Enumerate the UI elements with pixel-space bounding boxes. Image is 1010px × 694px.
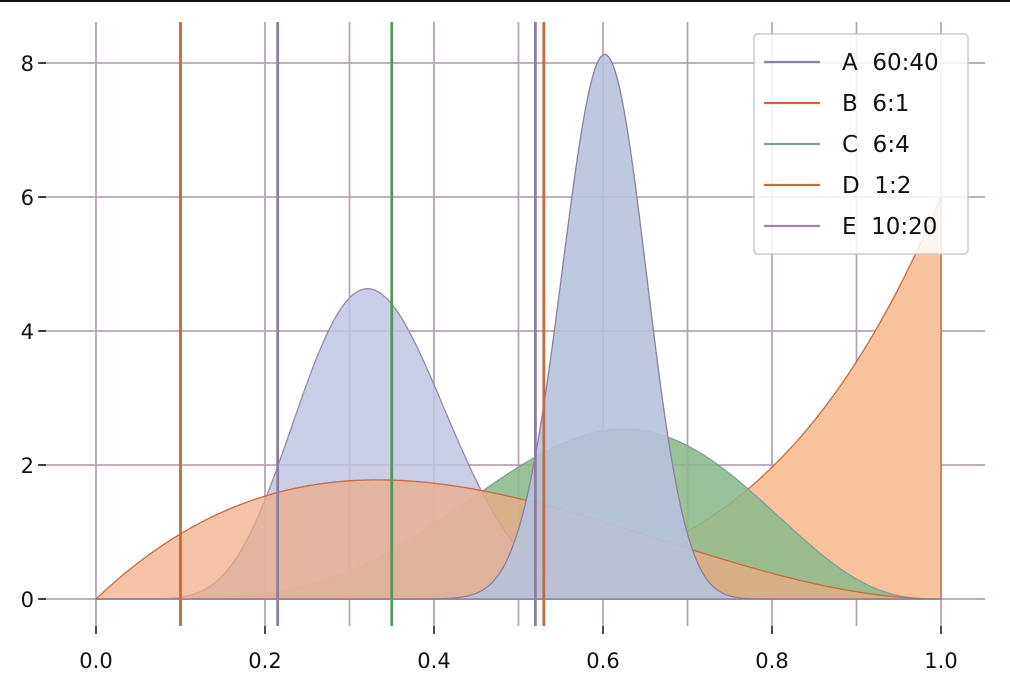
legend-label: A 60:40 (842, 50, 939, 76)
y-tick-label: 6 (21, 186, 34, 210)
y-tick-label: 8 (21, 52, 34, 76)
x-tick-label: 0.6 (586, 649, 619, 673)
x-tick-label: 0.2 (248, 649, 281, 673)
y-tick-label: 4 (21, 320, 34, 344)
legend-label: E 10:20 (842, 214, 937, 240)
x-axis: 0.0 0.2 0.4 0.6 0.8 1.0 (79, 626, 958, 673)
y-axis: 0 2 4 6 8 (21, 52, 46, 612)
legend-box (753, 33, 969, 255)
x-tick-label: 0.4 (417, 649, 450, 673)
y-tick-label: 0 (21, 588, 34, 612)
series-area-a (96, 53, 941, 600)
x-tick-label: 1.0 (924, 649, 957, 673)
legend-label: C 6:4 (842, 132, 910, 158)
x-tick-label: 0.0 (79, 649, 112, 673)
y-tick-label: 2 (21, 454, 34, 478)
legend: A 60:40 B 6:1 C 6:4 D 1:2 E 10:20 (753, 33, 969, 255)
interval-lines (179, 22, 546, 626)
legend-label: D 1:2 (842, 173, 911, 199)
legend-label: B 6:1 (842, 91, 909, 117)
x-tick-label: 0.8 (755, 649, 788, 673)
series-areas (94, 53, 942, 600)
